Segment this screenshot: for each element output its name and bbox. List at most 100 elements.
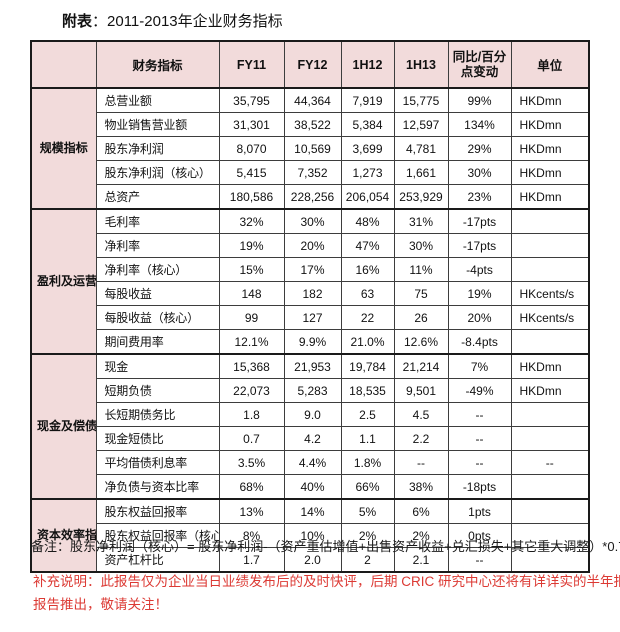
value-cell-1h12: 21.0% <box>340 329 395 355</box>
value-cell-1h12: 63 <box>340 281 395 306</box>
indicator-cell: 期间费用率 <box>95 329 220 355</box>
header-cell-indicator: 财务指标 <box>95 40 220 89</box>
yoy-cell: -- <box>447 450 512 475</box>
value-cell-fy11: 99 <box>218 305 285 330</box>
yoy-cell: 20% <box>447 305 512 330</box>
value-cell-1h12: 7,919 <box>340 87 395 113</box>
value-cell-1h13: 12.6% <box>393 329 449 355</box>
unit-cell: HKDmn <box>510 353 590 379</box>
value-cell-fy11: 1.8 <box>218 402 285 427</box>
value-cell-fy11: 0.7 <box>218 426 285 451</box>
indicator-cell: 现金短债比 <box>95 426 220 451</box>
value-cell-fy11: 8% <box>218 523 285 548</box>
indicator-cell: 总营业额 <box>95 87 220 113</box>
yoy-cell: 134% <box>447 112 512 137</box>
unit-cell: HKDmn <box>510 378 590 403</box>
value-cell-1h13: 2.1 <box>393 547 449 573</box>
value-cell-fy12: 10,569 <box>283 136 342 161</box>
value-cell-fy11: 68% <box>218 474 285 500</box>
value-cell-1h13: 2.2 <box>393 426 449 451</box>
value-cell-fy11: 5,415 <box>218 160 285 185</box>
indicator-cell: 总资产 <box>95 184 220 210</box>
value-cell-fy12: 17% <box>283 257 342 282</box>
unit-cell: HKDmn <box>510 160 590 185</box>
table-row: 短期负债 22,073 5,283 18,535 9,501 -49% HKDm… <box>31 378 590 403</box>
header-yoy-line2: 点变动 <box>460 64 499 79</box>
indicator-cell: 长短期债务比 <box>95 402 220 427</box>
yoy-cell: -8.4pts <box>447 329 512 355</box>
yoy-cell: 7% <box>447 353 512 379</box>
header-cell-1h13: 1H13 <box>393 40 449 89</box>
value-cell-1h12: 1.1 <box>340 426 395 451</box>
value-cell-fy12: 9.0 <box>283 402 342 427</box>
yoy-cell: -4pts <box>447 257 512 282</box>
value-cell-fy11: 180,586 <box>218 184 285 210</box>
table-row: 资本效率指标 股东权益回报率 13% 14% 5% 6% 1pts <box>30 498 590 573</box>
indicator-cell: 平均借债利息率 <box>95 450 220 475</box>
group-label-scale: 规模指标 <box>30 87 97 210</box>
indicator-cell: 股东净利润（核心） <box>95 160 220 185</box>
indicator-cell: 物业销售营业额 <box>95 112 220 137</box>
unit-cell: HKDmn <box>510 112 590 137</box>
header-cell-1h12: 1H12 <box>340 40 395 89</box>
value-cell-1h12: 5% <box>340 498 395 524</box>
indicator-cell: 股东权益回报率（核心） <box>95 523 220 548</box>
value-cell-1h13: 1,661 <box>393 160 449 185</box>
value-cell-1h12: 1,273 <box>340 160 395 185</box>
table-row: 盈利及运营指标 毛利率 32% 30% 48% 31% -17pts <box>30 208 590 355</box>
value-cell-1h12: 66% <box>340 474 395 500</box>
value-cell-fy11: 13% <box>218 498 285 524</box>
value-cell-fy12: 20% <box>283 233 342 258</box>
table-row: 资产杠杆比 1.7 2.0 2 2.1 -- <box>31 547 590 573</box>
value-cell-fy11: 12.1% <box>218 329 285 355</box>
header-cell-fy11: FY11 <box>218 40 285 89</box>
table-row: 长短期债务比 1.8 9.0 2.5 4.5 -- <box>31 402 590 427</box>
value-cell-1h13: 30% <box>393 233 449 258</box>
value-cell-fy12: 2.0 <box>283 547 342 573</box>
page-title-prefix: 附表 <box>62 13 93 30</box>
value-cell-1h13: 21,214 <box>393 353 449 379</box>
table-row: 股东权益回报率（核心） 8% 10% 2% 2% 0pts <box>31 523 590 548</box>
header-row: 财务指标 FY11 FY12 1H12 1H13 同比/百分 点变动 单位 <box>30 40 590 89</box>
group-label-capital-efficiency: 资本效率指标 <box>30 498 97 573</box>
value-cell-1h13: 253,929 <box>393 184 449 210</box>
group-label-cash-solvency: 现金及偿债能力指标 <box>30 353 97 500</box>
value-cell-1h12: 18,535 <box>340 378 395 403</box>
value-cell-fy12: 40% <box>283 474 342 500</box>
value-cell-fy12: 228,256 <box>283 184 342 210</box>
value-cell-fy11: 31,301 <box>218 112 285 137</box>
unit-cell <box>510 498 590 524</box>
unit-cell: HKDmn <box>510 184 590 210</box>
yoy-cell: -17pts <box>447 233 512 258</box>
header-cell-group <box>30 40 97 89</box>
yoy-cell: -17pts <box>447 208 512 234</box>
value-cell-fy11: 19% <box>218 233 285 258</box>
value-cell-1h13: 31% <box>393 208 449 234</box>
table-row: 物业销售营业额 31,301 38,522 5,384 12,597 134% … <box>31 112 590 137</box>
value-cell-1h12: 2 <box>340 547 395 573</box>
table-row: 期间费用率 12.1% 9.9% 21.0% 12.6% -8.4pts <box>31 329 590 355</box>
supplement-note: 补充说明：此报告仅为企业当日业绩发布后的及时快评，后期 CRIC 研究中心还将有… <box>33 570 620 616</box>
value-cell-fy12: 127 <box>283 305 342 330</box>
unit-cell: HKDmn <box>510 136 590 161</box>
table-row: 每股收益 148 182 63 75 19% HKcents/s <box>31 281 590 306</box>
header-cell-fy12: FY12 <box>283 40 342 89</box>
unit-cell <box>510 547 590 573</box>
value-cell-fy11: 3.5% <box>218 450 285 475</box>
yoy-cell: -- <box>447 402 512 427</box>
value-cell-1h13: -- <box>393 450 449 475</box>
value-cell-fy11: 32% <box>218 208 285 234</box>
unit-cell: -- <box>510 450 590 475</box>
table-row: 净负债与资本比率 68% 40% 66% 38% -18pts <box>31 474 590 500</box>
yoy-cell: 99% <box>447 87 512 113</box>
unit-cell <box>510 523 590 548</box>
yoy-cell: 19% <box>447 281 512 306</box>
value-cell-fy12: 7,352 <box>283 160 342 185</box>
value-cell-1h13: 4.5 <box>393 402 449 427</box>
value-cell-fy12: 5,283 <box>283 378 342 403</box>
value-cell-fy11: 35,795 <box>218 87 285 113</box>
value-cell-1h13: 12,597 <box>393 112 449 137</box>
value-cell-fy12: 182 <box>283 281 342 306</box>
yoy-cell: -18pts <box>447 474 512 500</box>
value-cell-1h12: 16% <box>340 257 395 282</box>
